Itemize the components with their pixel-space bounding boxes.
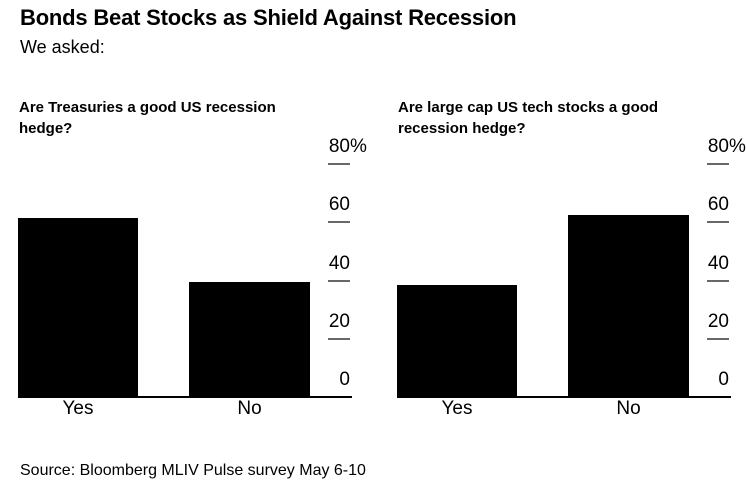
bar-yes	[397, 285, 517, 396]
y-axis-tick-dash	[707, 337, 729, 340]
x-axis-category-label: Yes	[62, 398, 94, 419]
x-axis-category-label: No	[616, 398, 641, 419]
plot-area-tech-stocks: 0 20 40 60 80%	[397, 137, 746, 398]
y-axis-tick-dash	[328, 221, 350, 224]
figure-subtitle: We asked:	[20, 37, 105, 57]
x-axis-category-label: No	[237, 398, 262, 419]
y-axis-tick-dash	[707, 163, 729, 165]
chart-tech-stocks: Are large cap US tech stocks a good rece…	[397, 96, 746, 419]
y-axis-tick-label: 60	[707, 194, 729, 216]
y-axis-tick-label: 40	[328, 252, 350, 274]
category-axis-tech-stocks: Yes No	[397, 399, 731, 419]
bar-no	[568, 215, 689, 396]
chart-question-tech-stocks: Are large cap US tech stocks a good rece…	[398, 99, 659, 137]
chart-treasuries: Are Treasuries a good US recession hedge…	[18, 96, 367, 419]
plot-area-treasuries: 0 20 40 60 80%	[18, 137, 367, 398]
y-axis-tick-label: 40	[707, 252, 729, 274]
y-axis-tick-dash	[328, 337, 350, 340]
y-axis-tick-label: 0	[339, 369, 350, 390]
y-axis-tick-dash	[328, 163, 350, 165]
y-axis-unit-suffix: %	[729, 136, 746, 157]
category-axis-treasuries: Yes No	[18, 399, 352, 419]
y-axis-tick-label: 60	[328, 194, 350, 216]
source-note: Source: Bloomberg MLIV Pulse survey May …	[20, 462, 366, 479]
chart-question-treasuries: Are Treasuries a good US recession hedge…	[19, 99, 276, 137]
y-axis-tick-dash	[707, 221, 729, 224]
y-axis-tick-label: 20	[707, 310, 729, 332]
bar-yes	[18, 218, 138, 396]
y-axis-unit-suffix: %	[350, 136, 367, 157]
y-axis-tick-label: 80%	[707, 136, 746, 157]
y-axis-tick-label: 20	[328, 310, 350, 332]
y-axis-tick-dash	[328, 279, 350, 282]
figure-title: Bonds Beat Stocks as Shield Against Rece…	[20, 5, 517, 30]
y-axis-tick-label: 80%	[328, 136, 367, 157]
y-axis-tick-dash	[707, 279, 729, 282]
y-axis-tick-label: 0	[718, 369, 729, 390]
x-axis-category-label: Yes	[441, 398, 473, 419]
bar-no	[189, 282, 310, 396]
